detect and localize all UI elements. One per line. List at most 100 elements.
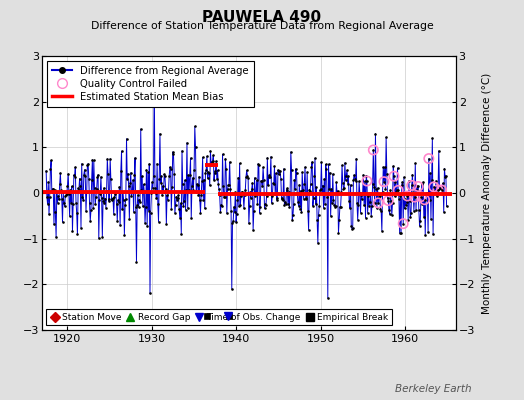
Text: Berkeley Earth: Berkeley Earth xyxy=(395,384,472,394)
Point xyxy=(257,178,265,184)
Point xyxy=(141,204,150,210)
Point xyxy=(321,201,329,207)
Point xyxy=(74,185,82,192)
Point xyxy=(145,161,154,167)
Point xyxy=(403,193,412,199)
Point xyxy=(139,181,148,188)
Point xyxy=(51,209,60,215)
Point xyxy=(141,220,149,226)
Point xyxy=(390,193,399,200)
Point xyxy=(89,205,97,211)
Point xyxy=(347,223,355,230)
Point xyxy=(313,217,321,224)
Point xyxy=(336,204,345,210)
Point xyxy=(374,200,383,206)
Point xyxy=(182,187,190,193)
Point xyxy=(278,195,287,201)
Point xyxy=(163,196,172,203)
Point xyxy=(147,209,155,216)
Point xyxy=(246,189,255,196)
Point xyxy=(47,157,56,164)
Point xyxy=(241,192,249,198)
Point xyxy=(247,195,255,201)
Point xyxy=(54,193,62,199)
Point xyxy=(271,191,279,197)
Point xyxy=(169,149,177,155)
Point xyxy=(154,201,162,207)
Point xyxy=(266,174,275,180)
Point xyxy=(374,200,383,206)
Point xyxy=(217,202,225,208)
Text: PAUWELA 490: PAUWELA 490 xyxy=(202,10,322,25)
Point xyxy=(133,202,141,208)
Point xyxy=(177,200,185,206)
Point xyxy=(138,173,146,179)
Point xyxy=(288,217,297,223)
Point xyxy=(86,218,94,224)
Point xyxy=(293,190,301,196)
Point xyxy=(442,203,451,210)
Point xyxy=(330,202,339,208)
Point xyxy=(391,178,400,185)
Point xyxy=(376,193,384,200)
Point xyxy=(199,154,207,160)
Point xyxy=(309,202,317,209)
Point xyxy=(356,190,364,197)
Point xyxy=(261,201,269,207)
Point xyxy=(226,186,235,192)
Point xyxy=(362,172,370,179)
Point xyxy=(264,182,272,189)
Point xyxy=(42,168,50,174)
Point xyxy=(326,169,334,176)
Point xyxy=(386,211,394,217)
Point xyxy=(337,189,345,196)
Point xyxy=(195,196,204,203)
Point xyxy=(189,186,198,193)
Point xyxy=(52,234,60,240)
Point xyxy=(255,209,264,216)
Point xyxy=(122,136,130,142)
Point xyxy=(227,208,235,214)
Point xyxy=(267,154,275,160)
Point xyxy=(319,204,328,211)
Point xyxy=(369,147,377,153)
Point xyxy=(380,178,388,185)
Point xyxy=(322,166,331,172)
Point xyxy=(399,220,407,227)
Point xyxy=(285,204,293,210)
Point xyxy=(71,164,80,170)
Point xyxy=(64,191,73,197)
Point xyxy=(233,211,241,218)
Point xyxy=(78,160,86,167)
Point xyxy=(386,187,395,193)
Point xyxy=(408,182,416,188)
Point xyxy=(268,193,277,200)
Point xyxy=(363,178,371,184)
Point xyxy=(340,185,348,191)
Point xyxy=(322,161,330,168)
Point xyxy=(94,172,102,178)
Point xyxy=(287,149,295,155)
Point xyxy=(76,182,84,189)
Point xyxy=(269,180,277,187)
Point xyxy=(259,177,268,183)
Point xyxy=(150,76,158,82)
Point xyxy=(384,197,392,204)
Point xyxy=(408,171,417,178)
Point xyxy=(433,190,442,196)
Point xyxy=(368,180,377,187)
Point xyxy=(438,184,446,190)
Point xyxy=(412,183,421,190)
Point xyxy=(301,164,309,170)
Point xyxy=(414,183,422,190)
Point xyxy=(209,152,217,159)
Point xyxy=(360,202,368,208)
Point xyxy=(422,192,430,198)
Point xyxy=(366,198,374,205)
Point xyxy=(358,190,367,196)
Point xyxy=(57,186,66,193)
Point xyxy=(215,186,223,192)
Point xyxy=(388,212,396,218)
Point xyxy=(73,231,82,238)
Point xyxy=(251,192,259,199)
